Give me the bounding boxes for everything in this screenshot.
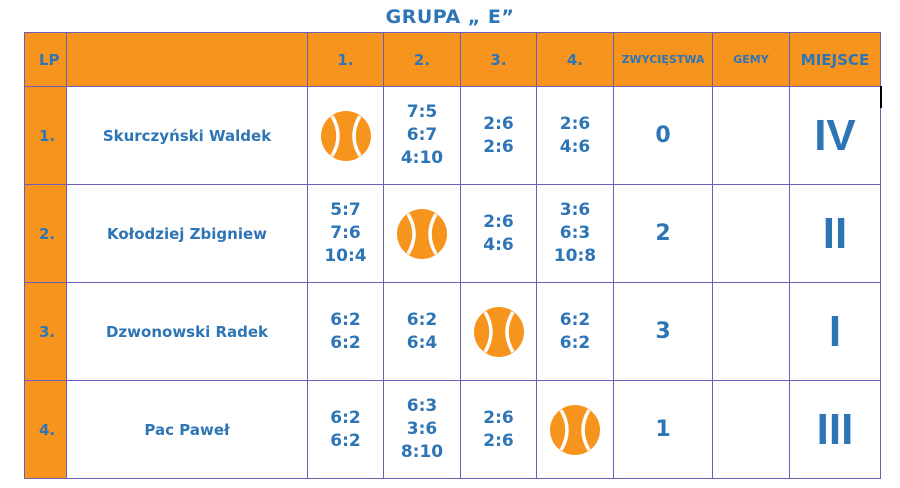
- set-score: 5:7: [330, 200, 361, 220]
- match-cell-2: [383, 184, 461, 283]
- set-score: 2:6: [559, 113, 591, 134]
- place-rank: III: [789, 380, 881, 479]
- match-cell-1: [307, 86, 384, 185]
- match-cell-2: 7:5 6:7 4:10: [383, 86, 461, 185]
- header-col-4: 4.: [536, 32, 614, 87]
- set-score: 6:3: [559, 223, 591, 243]
- match-cell-4: 3:6 6:3 10:8: [536, 184, 614, 283]
- match-cell-1: 6:2 6:2: [307, 282, 384, 381]
- player-name: Kołodziej Zbigniew: [66, 184, 308, 283]
- games-count: [712, 282, 790, 381]
- header-col-3: 3.: [460, 32, 537, 87]
- wins-count: 3: [613, 282, 713, 381]
- match-cell-3: 2:6 2:6: [460, 86, 537, 185]
- match-cell-4: 6:2 6:2: [536, 282, 614, 381]
- set-score: 3:6: [406, 419, 438, 439]
- tennis-ball-icon: [550, 404, 600, 455]
- set-score: 6:2: [406, 309, 438, 330]
- place-rank: I: [789, 282, 881, 381]
- set-score: 10:8: [553, 246, 597, 266]
- set-score: 2:6: [483, 136, 514, 157]
- tennis-ball-icon: [320, 110, 371, 161]
- match-cell-2: 6:2 6:4: [383, 282, 461, 381]
- row-lp: 1.: [24, 86, 67, 185]
- wins-count: 1: [613, 380, 713, 479]
- header-lp: LP: [24, 32, 67, 87]
- header-games: GEMY: [712, 32, 790, 87]
- set-score: 2:6: [483, 211, 514, 232]
- set-score: 6:2: [559, 332, 591, 353]
- row-lp: 2.: [24, 184, 67, 283]
- results-table: LP 1. 2. 3. 4. ZWYCIĘSTWA GEMY MIEJSCE 1…: [24, 32, 881, 479]
- table-row: 3. Dzwonowski Radek 6:2 6:2 6:2 6:4 6:2 6:2 3 I: [24, 282, 881, 381]
- wins-count: 2: [613, 184, 713, 283]
- place-rank: IV: [789, 86, 881, 185]
- match-cell-3: 2:6 4:6: [460, 184, 537, 283]
- place-rank: II: [789, 184, 881, 283]
- set-score: 6:2: [330, 332, 361, 353]
- player-name: Pac Paweł: [66, 380, 308, 479]
- page-title: GRUPA „ E”: [385, 6, 515, 28]
- match-cell-3: [460, 282, 537, 381]
- set-score: 6:2: [330, 309, 361, 330]
- match-cell-4: [536, 380, 614, 479]
- match-cell-3: 2:6 2:6: [460, 380, 537, 479]
- set-score: 2:6: [483, 407, 514, 428]
- match-cell-2: 6:3 3:6 8:10: [383, 380, 461, 479]
- table-row: 4. Pac Paweł 6:2 6:2 6:3 3:6 8:10 2:6 2:6 1 III: [24, 380, 881, 479]
- tennis-ball-icon: [473, 306, 524, 357]
- table-body: 1. Skurczyński Waldek 7:5 6:7 4:10 2:6 2:6 2:6 4…: [24, 86, 881, 479]
- tennis-ball-icon: [397, 208, 447, 259]
- header-name: [66, 32, 308, 87]
- set-score: 7:5: [406, 102, 438, 122]
- header-place: MIEJSCE: [789, 32, 881, 87]
- header-wins: ZWYCIĘSTWA: [613, 32, 713, 87]
- set-score: 6:7: [406, 125, 438, 145]
- set-score: 6:4: [406, 332, 438, 353]
- games-count: [712, 184, 790, 283]
- table-row: 2. Kołodziej Zbigniew 5:7 7:6 10:4 2:6 4:6 3:6 6…: [24, 184, 881, 283]
- header-row: LP 1. 2. 3. 4. ZWYCIĘSTWA GEMY MIEJSCE: [24, 32, 881, 87]
- set-score: 3:6: [559, 200, 591, 220]
- set-score: 10:4: [324, 246, 367, 266]
- match-cell-1: 5:7 7:6 10:4: [307, 184, 384, 283]
- set-score: 7:6: [330, 223, 361, 243]
- wins-count: 0: [613, 86, 713, 185]
- set-score: 2:6: [483, 113, 514, 134]
- text-cursor: [880, 86, 882, 108]
- games-count: [712, 380, 790, 479]
- header-col-2: 2.: [383, 32, 461, 87]
- set-score: 4:10: [400, 148, 444, 168]
- header-col-1: 1.: [307, 32, 384, 87]
- set-score: 4:6: [559, 136, 591, 157]
- set-score: 4:6: [483, 234, 514, 255]
- row-lp: 3.: [24, 282, 67, 381]
- match-cell-4: 2:6 4:6: [536, 86, 614, 185]
- match-cell-1: 6:2 6:2: [307, 380, 384, 479]
- games-count: [712, 86, 790, 185]
- player-name: Dzwonowski Radek: [66, 282, 308, 381]
- set-score: 2:6: [483, 430, 514, 451]
- set-score: 6:2: [330, 430, 361, 451]
- table-row: 1. Skurczyński Waldek 7:5 6:7 4:10 2:6 2:6 2:6 4…: [24, 86, 881, 185]
- set-score: 8:10: [400, 442, 444, 462]
- set-score: 6:3: [406, 396, 438, 416]
- set-score: 6:2: [559, 309, 591, 330]
- player-name: Skurczyński Waldek: [66, 86, 308, 185]
- set-score: 6:2: [330, 407, 361, 428]
- row-lp: 4.: [24, 380, 67, 479]
